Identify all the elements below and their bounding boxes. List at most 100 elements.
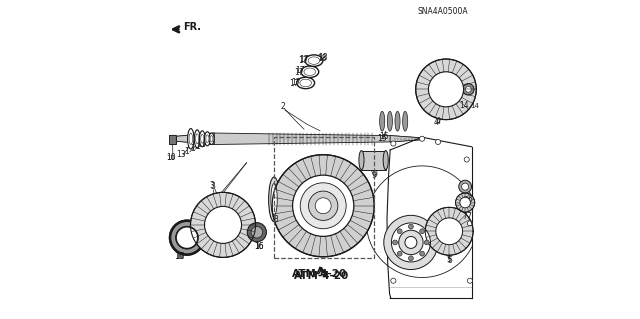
Text: 13: 13: [176, 150, 186, 159]
Circle shape: [467, 221, 472, 226]
Ellipse shape: [269, 177, 280, 222]
Circle shape: [436, 218, 463, 245]
Circle shape: [464, 157, 469, 162]
Ellipse shape: [305, 55, 323, 66]
Ellipse shape: [403, 111, 408, 131]
Circle shape: [176, 227, 198, 249]
Circle shape: [392, 223, 431, 262]
Circle shape: [391, 141, 396, 146]
Circle shape: [384, 215, 438, 270]
Circle shape: [397, 251, 402, 256]
Text: 3: 3: [211, 182, 216, 191]
Bar: [274, 137, 374, 258]
Text: SNA4A0500A: SNA4A0500A: [417, 7, 468, 16]
Circle shape: [308, 191, 338, 220]
Circle shape: [300, 183, 346, 229]
Text: 5: 5: [447, 256, 452, 265]
Ellipse shape: [209, 133, 214, 145]
Ellipse shape: [387, 111, 392, 131]
Circle shape: [428, 72, 463, 107]
Circle shape: [272, 155, 374, 257]
Circle shape: [391, 278, 396, 283]
Ellipse shape: [300, 79, 312, 87]
Text: 8: 8: [275, 215, 279, 224]
Circle shape: [459, 180, 472, 193]
Ellipse shape: [206, 135, 209, 143]
Circle shape: [456, 193, 475, 212]
Circle shape: [420, 136, 424, 141]
Text: FR.: FR.: [184, 22, 202, 32]
Bar: [362, 151, 386, 170]
Text: 4: 4: [434, 118, 439, 127]
Text: 15: 15: [377, 134, 387, 143]
Text: 18: 18: [317, 54, 326, 63]
Text: ATM-4-20: ATM-4-20: [294, 271, 349, 281]
Text: 16: 16: [255, 242, 264, 251]
Circle shape: [416, 59, 476, 120]
Circle shape: [247, 223, 266, 242]
Circle shape: [408, 224, 413, 229]
Text: 17: 17: [290, 79, 300, 88]
Text: 6: 6: [468, 195, 472, 204]
Circle shape: [420, 229, 424, 234]
Text: 17: 17: [291, 78, 301, 87]
Circle shape: [397, 229, 402, 234]
Circle shape: [424, 240, 429, 245]
Ellipse shape: [189, 133, 193, 145]
Text: 15: 15: [379, 132, 388, 141]
Ellipse shape: [200, 131, 205, 147]
Text: 14: 14: [459, 101, 468, 110]
Text: 7: 7: [467, 211, 472, 220]
Text: 3: 3: [210, 181, 214, 190]
Text: ATM-4-20: ATM-4-20: [292, 269, 348, 279]
Text: 17: 17: [300, 55, 309, 64]
Text: 17: 17: [298, 56, 308, 65]
Ellipse shape: [297, 77, 315, 89]
Ellipse shape: [271, 183, 277, 215]
Text: 10: 10: [166, 153, 176, 162]
Ellipse shape: [308, 57, 320, 64]
Circle shape: [292, 175, 354, 236]
Circle shape: [191, 192, 255, 257]
Ellipse shape: [201, 134, 204, 143]
Circle shape: [177, 227, 198, 248]
Circle shape: [405, 236, 417, 249]
Text: 18: 18: [319, 53, 328, 62]
Circle shape: [399, 230, 423, 255]
Circle shape: [465, 86, 471, 92]
Polygon shape: [173, 133, 214, 145]
Text: 16: 16: [255, 242, 264, 251]
Text: 14: 14: [470, 103, 479, 109]
Circle shape: [316, 198, 331, 214]
Text: 10: 10: [166, 155, 175, 161]
Ellipse shape: [195, 130, 200, 148]
Circle shape: [420, 251, 424, 256]
Polygon shape: [214, 133, 390, 145]
Ellipse shape: [383, 151, 388, 170]
Polygon shape: [390, 136, 422, 142]
Ellipse shape: [301, 66, 319, 78]
Text: 1: 1: [195, 142, 200, 151]
Text: 5: 5: [447, 255, 452, 264]
Circle shape: [467, 278, 472, 283]
Text: 6: 6: [463, 196, 468, 204]
Text: 9: 9: [372, 170, 378, 179]
Ellipse shape: [196, 134, 199, 144]
Ellipse shape: [395, 111, 400, 131]
Ellipse shape: [380, 111, 385, 131]
Ellipse shape: [304, 68, 316, 76]
Text: 8: 8: [274, 215, 278, 224]
Circle shape: [435, 139, 440, 145]
Circle shape: [392, 240, 397, 245]
Text: 17: 17: [294, 68, 303, 77]
Text: 1: 1: [189, 144, 195, 153]
Circle shape: [460, 197, 470, 208]
Circle shape: [463, 84, 474, 95]
Circle shape: [170, 221, 204, 255]
Circle shape: [205, 206, 241, 243]
Text: 16: 16: [175, 252, 184, 261]
Text: 17: 17: [295, 66, 305, 75]
Text: 16: 16: [174, 252, 184, 261]
Circle shape: [461, 183, 468, 190]
Text: 9: 9: [371, 171, 376, 180]
